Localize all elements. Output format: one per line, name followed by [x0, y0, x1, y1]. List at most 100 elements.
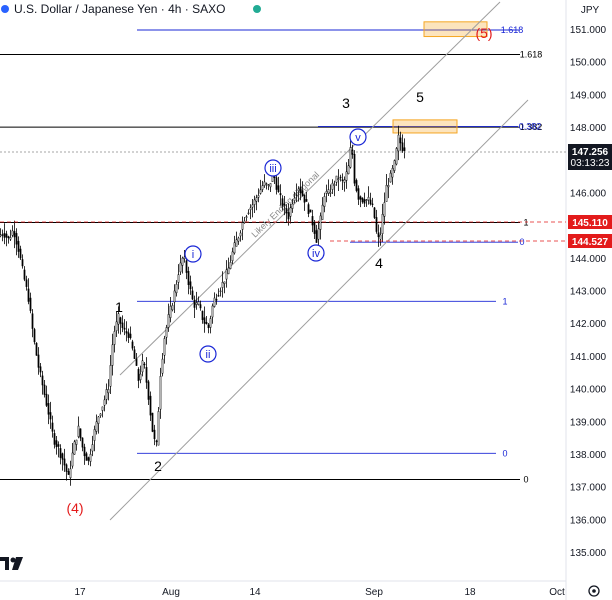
candle-body	[189, 281, 192, 290]
fib-level-label: 0	[519, 237, 524, 247]
candle-body	[29, 297, 32, 311]
candle-body	[345, 171, 348, 181]
primary-wave-label: (5)	[475, 25, 492, 41]
candle-body	[343, 179, 346, 183]
price-tick-label: 142.000	[570, 319, 607, 330]
candle-body	[175, 283, 178, 294]
candle-body	[263, 181, 266, 186]
intermediate-wave-label: 3	[342, 95, 350, 111]
candle-body	[133, 349, 136, 359]
candle-body	[385, 184, 388, 202]
candle-body	[131, 341, 134, 349]
candle-body	[3, 233, 6, 238]
candle-body	[349, 147, 352, 168]
candle-body	[251, 204, 254, 208]
candle-body	[23, 269, 26, 280]
price-tick-label: 137.000	[570, 483, 607, 494]
candle-body	[377, 232, 380, 238]
candle-body	[51, 422, 54, 432]
candle-body	[203, 317, 206, 324]
tradingview-logo[interactable]	[0, 557, 23, 570]
price-tick-label: 149.000	[570, 90, 607, 101]
candle-body	[75, 439, 78, 445]
candle-body	[85, 453, 88, 461]
candle-body	[103, 399, 106, 406]
candle-body	[403, 147, 406, 151]
minor-wave-label: iv	[312, 248, 320, 260]
candle-body	[171, 305, 174, 311]
candle-body	[143, 363, 146, 366]
candle-body	[89, 453, 92, 462]
candle-body	[79, 428, 82, 439]
candle-body	[233, 242, 236, 254]
candle-body	[139, 373, 142, 381]
candle-body	[303, 194, 306, 203]
fib-level-label: 1.382	[520, 122, 543, 132]
target-zones	[392, 21, 488, 134]
candle-body	[333, 184, 336, 186]
candle-body	[273, 176, 276, 179]
time-axis[interactable]: 17 Aug 14 Sep 18 Oct	[74, 587, 565, 598]
candle-body	[285, 208, 288, 214]
candle-body	[277, 185, 280, 193]
candle-body	[147, 381, 150, 400]
candle-body	[7, 236, 10, 239]
candle-body	[375, 217, 378, 232]
candle-body	[87, 457, 90, 461]
candle-body	[117, 313, 120, 325]
candle-body	[31, 313, 34, 329]
candle-body	[73, 441, 76, 455]
level-b-tag	[568, 234, 612, 248]
price-axis[interactable]: 135.000 136.000 137.000 138.000 139.000 140.0…	[570, 25, 607, 559]
channel-lower-line[interactable]	[109, 99, 529, 521]
minor-wave-label: ii	[206, 349, 211, 361]
candle-body	[63, 458, 66, 466]
channel-upper-line[interactable]	[119, 1, 501, 376]
candle-body	[61, 453, 64, 460]
candle-body	[247, 212, 250, 214]
candle-body	[137, 369, 140, 381]
intermediate-wave-label: 4	[375, 255, 383, 271]
candle-body	[221, 282, 224, 288]
candle-body	[231, 251, 234, 262]
candle-body	[297, 188, 300, 192]
candle-body	[283, 203, 286, 206]
candle-body	[211, 305, 214, 318]
candle-body	[249, 207, 252, 211]
logo-mark-v	[12, 557, 23, 570]
candle-body	[71, 452, 74, 467]
candle-body	[321, 204, 324, 220]
candle-body	[45, 393, 48, 406]
candle-body	[107, 389, 110, 394]
market-status-icon[interactable]	[253, 5, 261, 13]
candle-body	[389, 172, 392, 183]
candles	[0, 125, 406, 486]
primary-wave-label: (4)	[66, 500, 83, 516]
candle-body	[265, 183, 268, 185]
candle-body	[111, 344, 114, 366]
settings-gear-icon[interactable]	[588, 585, 600, 597]
candle-body	[227, 267, 230, 275]
candle-body	[293, 197, 296, 201]
candle-body	[129, 333, 132, 339]
candle-body	[311, 216, 314, 226]
candle-body	[367, 196, 370, 201]
candle-body	[15, 233, 18, 245]
candle-body	[167, 314, 170, 328]
candle-body	[359, 196, 362, 200]
candle-body	[69, 468, 72, 479]
candle-body	[39, 366, 42, 373]
candle-body	[37, 354, 40, 368]
intermediate-wave-label: 1	[115, 299, 123, 315]
currency-label[interactable]: JPY	[581, 5, 600, 16]
candle-body	[57, 444, 60, 447]
candle-body	[49, 412, 52, 420]
logo-mark-dot	[10, 557, 16, 563]
candle-body	[275, 177, 278, 190]
level-a-value: 145.110	[572, 218, 608, 229]
candle-body	[55, 440, 58, 448]
candle-body	[261, 185, 264, 190]
